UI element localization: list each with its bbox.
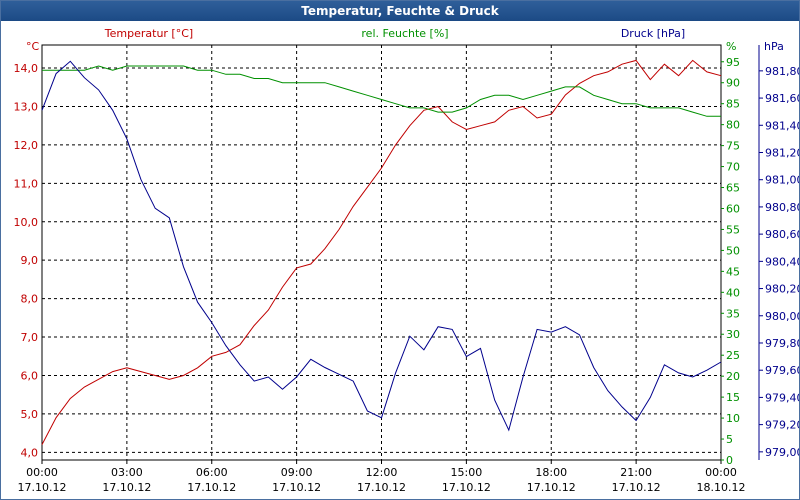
pressure-tick-label: 980,80	[765, 201, 799, 214]
humidity-tick-label: 35	[726, 307, 740, 320]
x-tick-date: 17.10.12	[357, 481, 406, 494]
humidity-tick-label: 65	[726, 182, 740, 195]
humidity-tick-label: 60	[726, 202, 740, 215]
humidity-tick-label: 90	[726, 77, 740, 90]
temperature-tick-label: 8,0	[21, 293, 39, 306]
x-tick-date: 17.10.12	[612, 481, 661, 494]
pressure-tick-label: 981,80	[765, 65, 799, 78]
humidity-tick-label: 40	[726, 286, 740, 299]
humidity-tick-label: 45	[726, 265, 740, 278]
humidity-tick-label: 30	[726, 328, 740, 341]
pressure-tick-label: 980,40	[765, 255, 799, 268]
pressure-unit-label: hPa	[764, 40, 784, 53]
temperature-tick-label: 4,0	[21, 446, 39, 459]
humidity-tick-label: 50	[726, 244, 740, 257]
humidity-tick-label: 55	[726, 223, 740, 236]
humidity-tick-label: 10	[726, 412, 740, 425]
humidity-tick-label: 75	[726, 140, 740, 153]
temperature-tick-label: 12,0	[14, 139, 39, 152]
pressure-tick-label: 980,60	[765, 228, 799, 241]
temperature-tick-label: 9,0	[21, 254, 39, 267]
x-tick-date: 17.10.12	[527, 481, 576, 494]
x-tick-time: 06:00	[196, 466, 228, 479]
x-tick-time: 18:00	[535, 466, 567, 479]
temperature-tick-label: 7,0	[21, 331, 39, 344]
humidity-tick-label: 20	[726, 370, 740, 383]
humidity-axis-label: rel. Feuchte [%]	[361, 27, 448, 40]
humidity-tick-label: 0	[726, 454, 733, 467]
humidity-series-line	[42, 65, 721, 117]
pressure-tick-label: 981,40	[765, 119, 799, 132]
pressure-tick-label: 981,60	[765, 92, 799, 105]
humidity-tick-label: 70	[726, 161, 740, 174]
x-tick-time: 00:00	[26, 466, 58, 479]
x-tick-date: 17.10.12	[102, 481, 151, 494]
pressure-tick-label: 980,20	[765, 283, 799, 296]
humidity-tick-label: 15	[726, 391, 740, 404]
temperature-axis-label: Temperatur [°C]	[104, 27, 193, 40]
x-tick-date: 18.10.12	[697, 481, 746, 494]
temperature-tick-label: 11,0	[14, 177, 39, 190]
x-tick-date: 17.10.12	[18, 481, 67, 494]
temperature-tick-label: 6,0	[21, 369, 39, 382]
pressure-series-line	[41, 60, 722, 432]
temperature-tick-label: 14,0	[14, 62, 39, 75]
x-tick-date: 17.10.12	[272, 481, 321, 494]
temperature-tick-label: 5,0	[21, 408, 39, 421]
x-tick-time: 03:00	[111, 466, 143, 479]
x-tick-time: 12:00	[366, 466, 398, 479]
humidity-tick-label: 25	[726, 349, 740, 362]
pressure-tick-label: 980,00	[765, 310, 799, 323]
pressure-tick-label: 979,60	[765, 364, 799, 377]
pressure-tick-label: 979,40	[765, 391, 799, 404]
pressure-tick-label: 979,80	[765, 337, 799, 350]
x-tick-time: 09:00	[281, 466, 313, 479]
pressure-tick-label: 981,20	[765, 146, 799, 159]
humidity-tick-label: 5	[726, 433, 733, 446]
humidity-tick-label: 95	[726, 56, 740, 69]
x-tick-time: 15:00	[451, 466, 483, 479]
humidity-tick-label: 85	[726, 98, 740, 111]
temperature-series-line	[41, 59, 722, 445]
pressure-tick-label: 981,00	[765, 174, 799, 187]
humidity-unit-label: %	[726, 40, 736, 53]
pressure-tick-label: 979,00	[765, 446, 799, 459]
chart-title: Temperatur, Feuchte & Druck	[1, 1, 799, 21]
pressure-tick-label: 979,20	[765, 419, 799, 432]
temperature-tick-label: 13,0	[14, 100, 39, 113]
x-tick-date: 17.10.12	[442, 481, 491, 494]
temperature-tick-label: 10,0	[14, 216, 39, 229]
x-tick-time: 21:00	[620, 466, 652, 479]
chart-svg: °C Temperatur [°C] rel. Feuchte [%] Druc…	[14, 27, 800, 494]
x-tick-time: 00:00	[705, 466, 737, 479]
x-tick-date: 17.10.12	[187, 481, 236, 494]
temperature-unit-label: °C	[26, 40, 40, 53]
humidity-tick-label: 80	[726, 119, 740, 132]
pressure-axis-label: Druck [hPa]	[621, 27, 685, 40]
